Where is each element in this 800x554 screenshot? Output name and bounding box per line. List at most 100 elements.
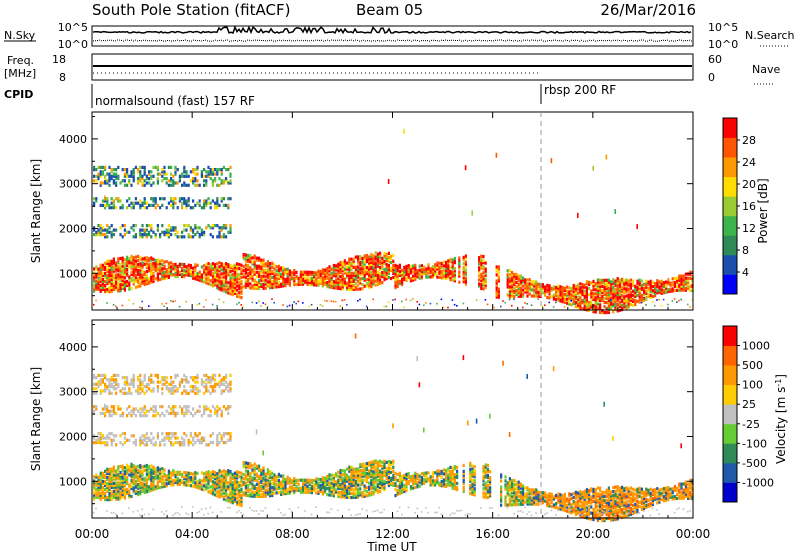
power-echo-cell: [185, 300, 187, 303]
power-echo-cell: [132, 201, 135, 205]
power-echo-cell: [145, 206, 148, 210]
power-echo-cell: [577, 283, 580, 287]
power-echo-cell: [649, 285, 652, 289]
velocity-echo-cell: [174, 472, 177, 477]
power-echo-cell: [183, 183, 186, 187]
velocity-echo-cell: [247, 494, 250, 498]
velocity-echo-cell: [337, 494, 340, 498]
velocity-echo-cell: [231, 499, 234, 503]
power-echo-cell: [93, 174, 96, 178]
power-echo-cell: [341, 277, 344, 281]
power-echo-cell: [526, 278, 529, 282]
power-echo-cell: [640, 299, 643, 303]
power-echo-cell: [141, 279, 144, 283]
power-echo-cell: [196, 201, 199, 205]
velocity-echo-cell: [148, 376, 151, 380]
power-echo-cell: [572, 294, 575, 298]
velocity-echo-cell: [227, 493, 230, 497]
power-echo-cell: [640, 279, 643, 283]
velocity-echo-cell: [143, 378, 146, 382]
velocity-echo-cell: [227, 407, 230, 411]
power-echo-cell: [220, 226, 223, 230]
power-echo-cell: [216, 201, 219, 205]
power-echo-cell: [462, 280, 465, 284]
velocity-echo-cell: [112, 477, 115, 481]
power-echo-cell: [134, 279, 137, 283]
power-echo-cell: [528, 288, 531, 292]
velocity-echo-cell: [123, 480, 126, 484]
velocity-echo-cell: [205, 507, 207, 510]
velocity-echo-cell: [161, 382, 164, 386]
velocity-echo-cell: [137, 487, 140, 491]
power-echo-cell: [115, 285, 118, 289]
velocity-echo-cell: [126, 469, 129, 473]
power-echo-cell: [684, 272, 687, 276]
velocity-echo-cell: [339, 476, 342, 481]
velocity-echo-cell: [260, 488, 263, 492]
power-echo-cell: [394, 267, 397, 271]
power-echo-cell: [574, 284, 577, 288]
velocity-echo-cell: [240, 512, 242, 514]
power-echo-cell: [614, 287, 617, 291]
power-echo-cell: [590, 299, 593, 303]
power-echo-cell: [480, 286, 483, 291]
power-echo-cell: [412, 278, 415, 282]
velocity-echo-cell: [304, 482, 307, 486]
power-echo-cell: [145, 257, 148, 262]
power-echo-cell: [249, 274, 252, 278]
power-echo-cell: [368, 283, 371, 287]
velocity-echo-cell: [181, 506, 183, 508]
power-echo-cell: [101, 170, 104, 174]
velocity-echo-cell: [222, 487, 225, 491]
power-echo-cell: [605, 282, 608, 286]
power-echo-cell: [341, 269, 344, 273]
velocity-echo-cell: [119, 485, 122, 489]
velocity-echo-cell: [108, 498, 111, 502]
power-echo-cell: [416, 269, 419, 273]
power-echo-cell: [458, 272, 461, 276]
power-echo-cell: [167, 201, 170, 205]
power-echo-cell: [145, 266, 148, 270]
power-echo-cell: [519, 294, 522, 298]
power-echo-cell: [337, 282, 340, 286]
power-echo-cell: [387, 275, 390, 280]
velocity-echo-cell: [165, 385, 168, 389]
velocity-echo-cell: [337, 509, 339, 512]
power-echo-cell: [139, 262, 142, 266]
velocity-echo-cell: [174, 411, 177, 415]
power-echo-cell: [104, 168, 107, 172]
power-echo-cell: [277, 272, 280, 277]
velocity-echo-cell: [286, 487, 289, 491]
power-echo-cell: [106, 172, 109, 176]
power-echo-cell: [623, 305, 626, 309]
power-echo-cell: [632, 281, 635, 285]
power-echo-cell: [341, 285, 344, 289]
velocity-echo-cell: [170, 389, 173, 393]
velocity-echo-cell: [150, 441, 153, 445]
velocity-echo-cell: [132, 510, 135, 513]
power-echo-cell: [222, 263, 225, 267]
power-echo-cell: [117, 259, 120, 263]
velocity-echo-cell: [359, 473, 362, 477]
velocity-echo-cell: [220, 480, 223, 484]
velocity-echo-cell: [121, 478, 124, 482]
power-echo-cell: [513, 274, 516, 279]
power-echo-cell: [244, 275, 247, 279]
power-echo-cell: [101, 199, 104, 203]
velocity-echo-cell: [156, 380, 159, 384]
velocity-echo-cell: [141, 485, 144, 489]
power-echo-cell: [198, 235, 201, 239]
velocity-echo-cell: [185, 407, 188, 411]
velocity-echo-cell: [332, 473, 335, 478]
velocity-echo-cell: [249, 482, 252, 486]
power-echo-cell: [445, 272, 448, 277]
power-echo-cell: [163, 266, 166, 270]
power-echo-cell: [231, 287, 234, 291]
power-echo-cell: [174, 228, 177, 232]
velocity-echo-cell: [95, 489, 98, 493]
velocity-echo-cell: [176, 472, 179, 476]
power-echo-cell: [346, 261, 349, 265]
velocity-echo-cell: [99, 475, 102, 479]
velocity-echo-cell: [141, 469, 144, 473]
power-echo-cell: [117, 277, 120, 281]
